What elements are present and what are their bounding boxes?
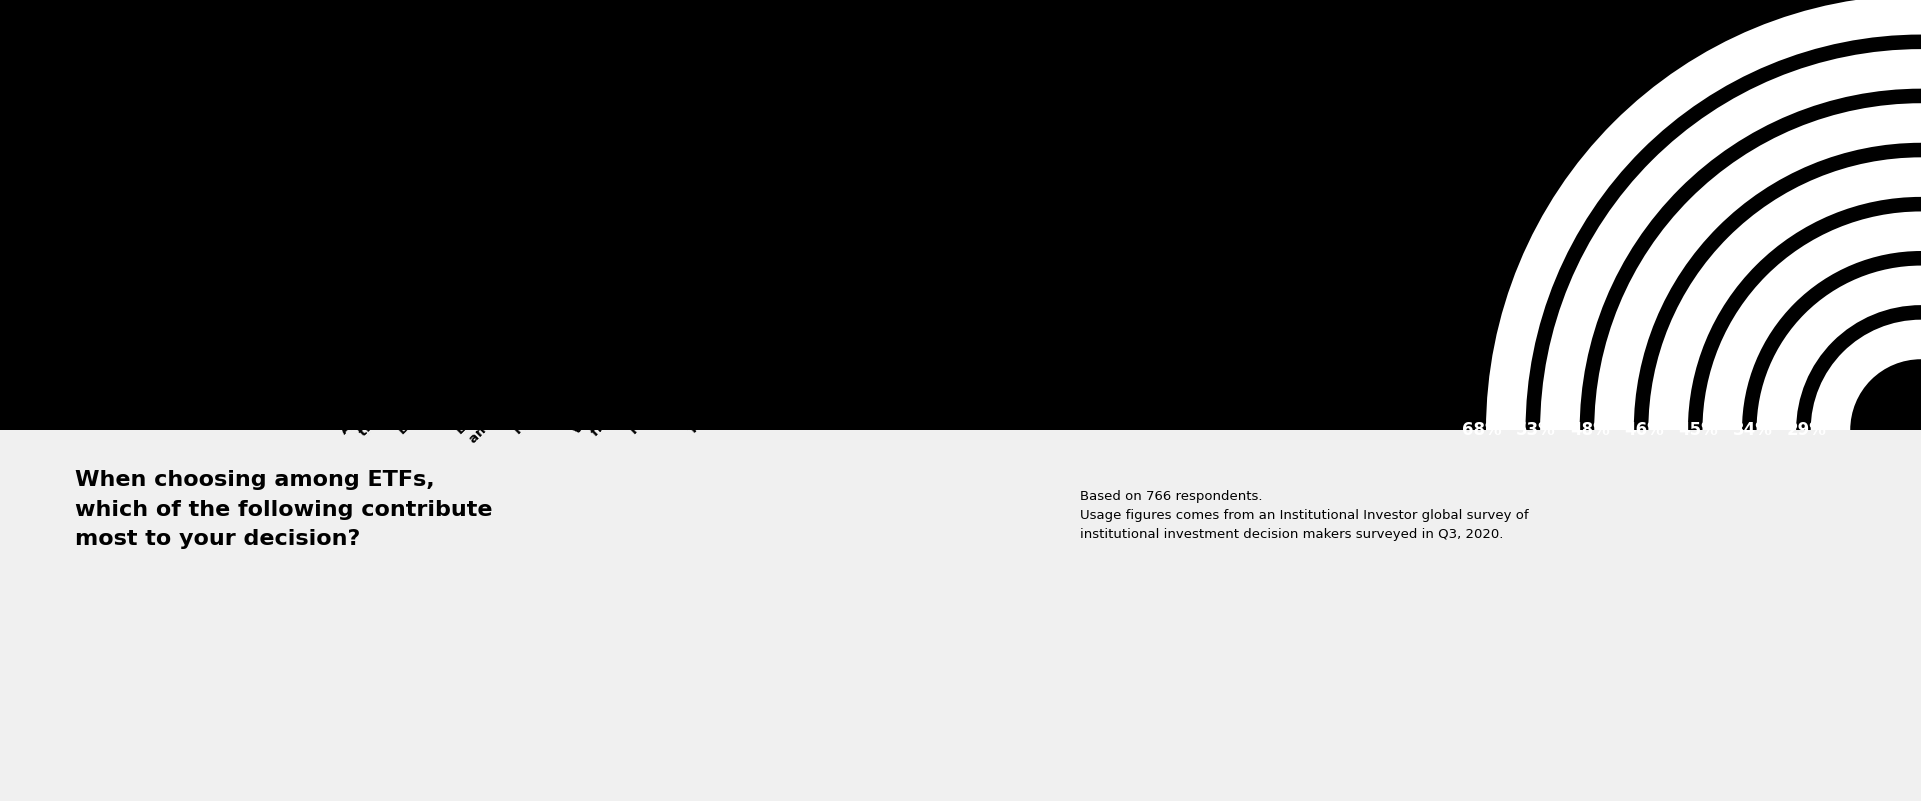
Text: AUM, liquidity and
trading volume: AUM, liquidity and trading volume — [338, 331, 455, 448]
Text: 48%: 48% — [1569, 421, 1610, 439]
Wedge shape — [1812, 320, 1921, 430]
Bar — [0, 430, 1921, 801]
Text: 53%: 53% — [1516, 421, 1556, 439]
Text: ETF provider's brand
and market position: ETF provider's brand and market position — [453, 317, 584, 448]
Text: Based on 766 respondents.
Usage figures comes from an Institutional Investor glo: Based on 766 respondents. Usage figures … — [1080, 490, 1529, 541]
Text: 68%: 68% — [1462, 421, 1502, 439]
Wedge shape — [1702, 211, 1921, 430]
Wedge shape — [1487, 0, 1921, 430]
Text: Historical performance: Historical performance — [513, 306, 644, 437]
Text: 46%: 46% — [1625, 421, 1664, 439]
Text: Management fee: Management fee — [628, 339, 726, 437]
Text: When choosing among ETFs,
which of the following contribute
most to your decisio: When choosing among ETFs, which of the f… — [75, 470, 492, 549]
Wedge shape — [1541, 49, 1921, 430]
Text: 29%: 29% — [1787, 421, 1827, 439]
Text: Transaction cost: Transaction cost — [686, 341, 782, 437]
Text: Value-added services
from ETF provider: Value-added services from ETF provider — [571, 315, 703, 448]
Text: Benchmark index used: Benchmark index used — [396, 308, 526, 437]
Text: 45%: 45% — [1679, 421, 1717, 439]
Text: 34%: 34% — [1733, 421, 1773, 439]
Wedge shape — [1648, 157, 1921, 430]
Wedge shape — [1756, 266, 1921, 430]
Wedge shape — [1594, 103, 1921, 430]
